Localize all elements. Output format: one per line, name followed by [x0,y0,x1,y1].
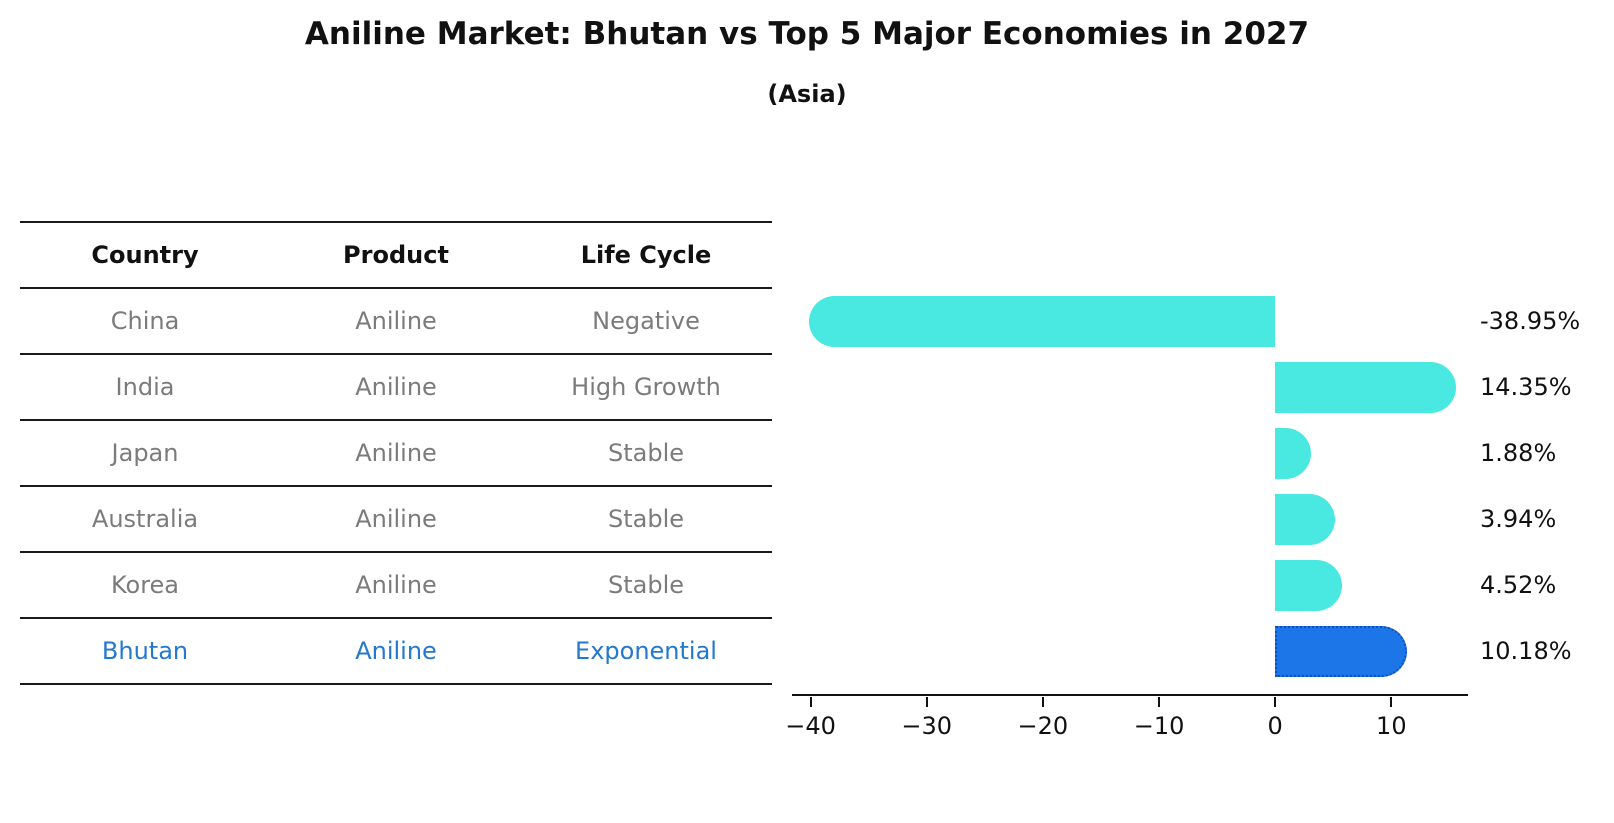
x-axis-tick-label: −30 [901,712,953,740]
table-cell-product-china: Aniline [355,306,437,335]
bar-korea [1275,559,1342,611]
table-cell-life_cycle-korea: Stable [607,570,685,599]
x-axis-tick [1158,697,1161,707]
bar-value-label-india: 14.35% [1480,373,1572,401]
x-axis-tick-label: −20 [1017,712,1069,740]
table-cell-country-bhutan: Bhutan [101,636,189,665]
table-cell-country-australia: Australia [91,504,199,533]
table-cell-product-australia: Aniline [355,504,437,533]
table-header-life-cycle: Life Cycle [580,240,712,269]
x-axis-tick [1041,697,1044,707]
table-cell-life_cycle-australia: Stable [607,504,685,533]
table-cell-life_cycle-japan: Stable [607,438,685,467]
table-top-rule [20,221,772,223]
table-header-country: Country [91,240,199,269]
x-axis-tick [809,697,812,707]
table-row-rule [20,551,772,553]
bar-bhutan [1275,625,1408,677]
x-axis-tick-label: −40 [785,712,836,740]
x-axis-tick-label: −10 [1133,712,1185,740]
table-cell-life_cycle-china: Negative [592,306,700,335]
table-cell-product-bhutan: Aniline [355,636,437,665]
bar-japan [1275,427,1312,479]
table-cell-country-japan: Japan [111,438,179,467]
table-row-rule [20,485,772,487]
x-axis-tick [925,697,928,707]
bar-value-label-bhutan: 10.18% [1480,637,1572,665]
table-row-rule [20,617,772,619]
chart-title: Aniline Market: Bhutan vs Top 5 Major Ec… [304,16,1310,52]
bar-value-label-korea: 4.52% [1480,571,1557,599]
bar-value-label-japan: 1.88% [1480,439,1557,467]
chart-subtitle: (Asia) [767,80,847,108]
x-axis-tick [1274,697,1277,707]
x-axis-line [792,694,1468,696]
table-cell-country-china: China [110,306,180,335]
table-cell-product-korea: Aniline [355,570,437,599]
bar-india [1275,361,1456,413]
table-cell-product-india: Aniline [355,372,437,401]
table-cell-life_cycle-bhutan: Exponential [575,636,717,665]
table-row-rule [20,287,772,289]
table-cell-country-korea: Korea [110,570,180,599]
bar-value-label-australia: 3.94% [1480,505,1557,533]
x-axis-tick-label: 0 [1267,712,1283,740]
table-bottom-rule [20,683,772,685]
table-header-product: Product [343,240,449,269]
bar-australia [1275,493,1335,545]
table-row-rule [20,353,772,355]
x-axis-tick-label: 10 [1376,712,1407,740]
table-row-rule [20,419,772,421]
table-cell-product-japan: Aniline [355,438,437,467]
x-axis-tick [1390,697,1393,707]
bar-value-label-china: -38.95% [1480,307,1581,335]
table-cell-country-india: India [115,372,175,401]
bar-china [808,295,1276,347]
table-cell-life_cycle-india: High Growth [571,372,721,401]
